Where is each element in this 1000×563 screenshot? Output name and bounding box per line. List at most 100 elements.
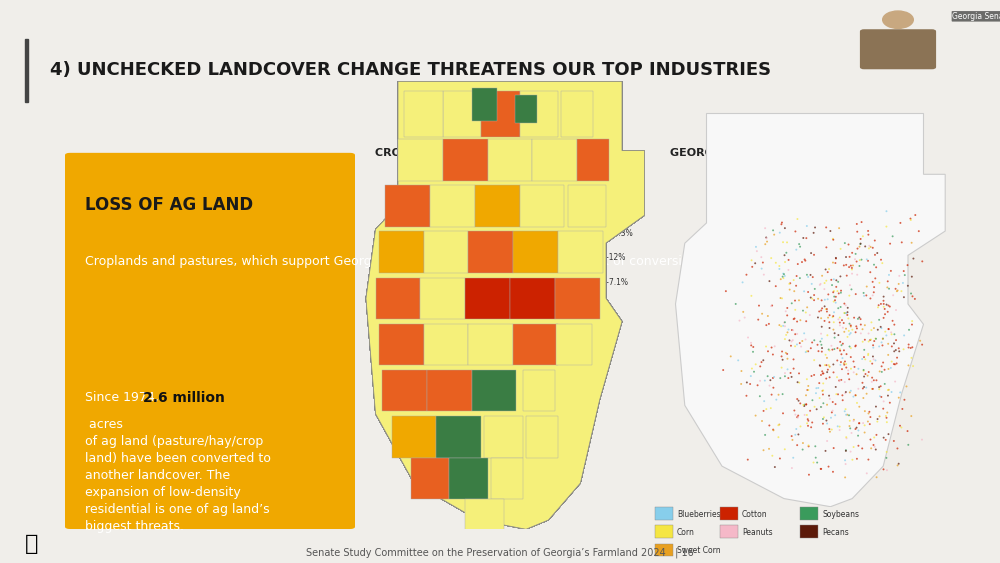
Point <box>884 387 900 396</box>
Point <box>777 334 793 343</box>
Bar <box>488 139 532 181</box>
Point <box>786 276 802 285</box>
Point <box>800 421 816 430</box>
Point <box>881 385 897 394</box>
Point <box>832 318 848 327</box>
Point <box>783 341 799 350</box>
Point <box>765 425 781 434</box>
Point <box>855 337 871 346</box>
Point <box>814 386 830 395</box>
Point <box>828 283 844 292</box>
Point <box>774 294 790 303</box>
Bar <box>411 458 449 499</box>
Point <box>777 318 793 327</box>
Point <box>836 319 852 328</box>
Point <box>905 254 921 263</box>
Point <box>750 381 766 390</box>
Point <box>814 296 830 305</box>
Point <box>855 384 871 393</box>
Point <box>828 276 844 285</box>
Point <box>807 403 823 412</box>
Point <box>791 240 807 249</box>
Point <box>792 338 808 347</box>
Point <box>903 354 919 363</box>
Point <box>772 454 788 463</box>
Point <box>821 361 837 370</box>
Bar <box>655 543 673 556</box>
Point <box>842 330 858 339</box>
Point <box>800 272 816 282</box>
Point <box>815 419 831 428</box>
Point <box>777 369 793 378</box>
Point <box>857 369 873 378</box>
Point <box>799 419 815 428</box>
Bar <box>655 507 673 520</box>
Point <box>825 234 841 243</box>
Point <box>831 377 847 386</box>
Bar <box>379 231 424 273</box>
Point <box>871 315 887 324</box>
Point <box>800 347 816 356</box>
Point <box>846 313 862 322</box>
Point <box>803 372 819 381</box>
Point <box>788 425 804 434</box>
Point <box>795 445 811 454</box>
Point <box>886 436 902 445</box>
Point <box>843 386 859 395</box>
Point <box>873 382 889 391</box>
Point <box>813 464 829 473</box>
Point <box>848 328 864 337</box>
Text: LOSS OF AG LAND: LOSS OF AG LAND <box>85 196 253 214</box>
Point <box>756 397 772 406</box>
Point <box>777 372 793 381</box>
Point <box>738 270 754 279</box>
Point <box>798 400 814 409</box>
Point <box>765 226 781 235</box>
Point <box>800 382 816 391</box>
Point <box>826 444 842 453</box>
Point <box>819 307 835 316</box>
Point <box>891 271 907 280</box>
Point <box>862 435 878 444</box>
Text: Blueberries: Blueberries <box>677 510 721 519</box>
Point <box>787 410 803 419</box>
Point <box>880 301 896 310</box>
Point <box>761 276 777 285</box>
Point <box>784 435 800 444</box>
Point <box>849 270 865 279</box>
Point <box>883 363 899 372</box>
Point <box>827 333 843 342</box>
Point <box>764 452 780 461</box>
Point <box>778 248 794 257</box>
Point <box>830 303 846 312</box>
Point <box>862 294 878 303</box>
Point <box>833 376 849 385</box>
Point <box>866 355 882 364</box>
Point <box>781 256 797 265</box>
Point <box>870 325 886 334</box>
Point <box>757 376 773 385</box>
Text: 🌿: 🌿 <box>25 534 38 554</box>
Point <box>859 282 875 291</box>
Point <box>815 390 831 399</box>
Point <box>786 406 802 415</box>
Point <box>886 360 902 369</box>
Point <box>825 288 841 297</box>
Bar <box>513 231 558 273</box>
Point <box>776 318 792 327</box>
Point <box>758 342 774 351</box>
Point <box>782 285 798 294</box>
Point <box>857 335 873 344</box>
Point <box>877 327 893 336</box>
Point <box>818 243 834 252</box>
Point <box>778 307 794 316</box>
Point <box>730 356 746 365</box>
Point <box>857 242 873 251</box>
Text: Senate Study Committee on the Preservation of Georgia’s Farmland 2024   | 16: Senate Study Committee on the Preservati… <box>306 548 694 558</box>
Point <box>848 289 864 298</box>
Point <box>874 362 890 371</box>
Bar <box>558 231 603 273</box>
Point <box>856 365 872 374</box>
Point <box>754 264 770 273</box>
Point <box>813 279 829 288</box>
